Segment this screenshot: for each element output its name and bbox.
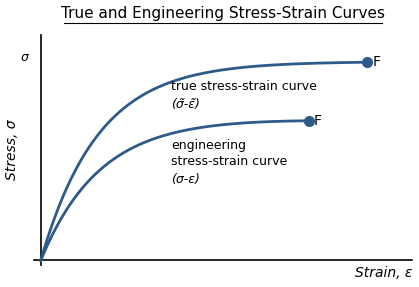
Text: stress-strain curve: stress-strain curve bbox=[171, 154, 288, 168]
Text: σ: σ bbox=[21, 51, 28, 64]
Text: (σ̃-ε̃): (σ̃-ε̃) bbox=[171, 98, 200, 111]
X-axis label: Strain, ε: Strain, ε bbox=[354, 266, 412, 280]
Y-axis label: Stress, σ: Stress, σ bbox=[5, 120, 19, 180]
Text: F: F bbox=[372, 55, 380, 69]
Text: true stress-strain curve: true stress-strain curve bbox=[171, 80, 317, 93]
Text: (σ-ε): (σ-ε) bbox=[171, 172, 200, 185]
Text: engineering: engineering bbox=[171, 139, 246, 152]
Text: True and Engineering Stress-Strain Curves: True and Engineering Stress-Strain Curve… bbox=[61, 6, 385, 22]
Text: F: F bbox=[314, 114, 322, 128]
